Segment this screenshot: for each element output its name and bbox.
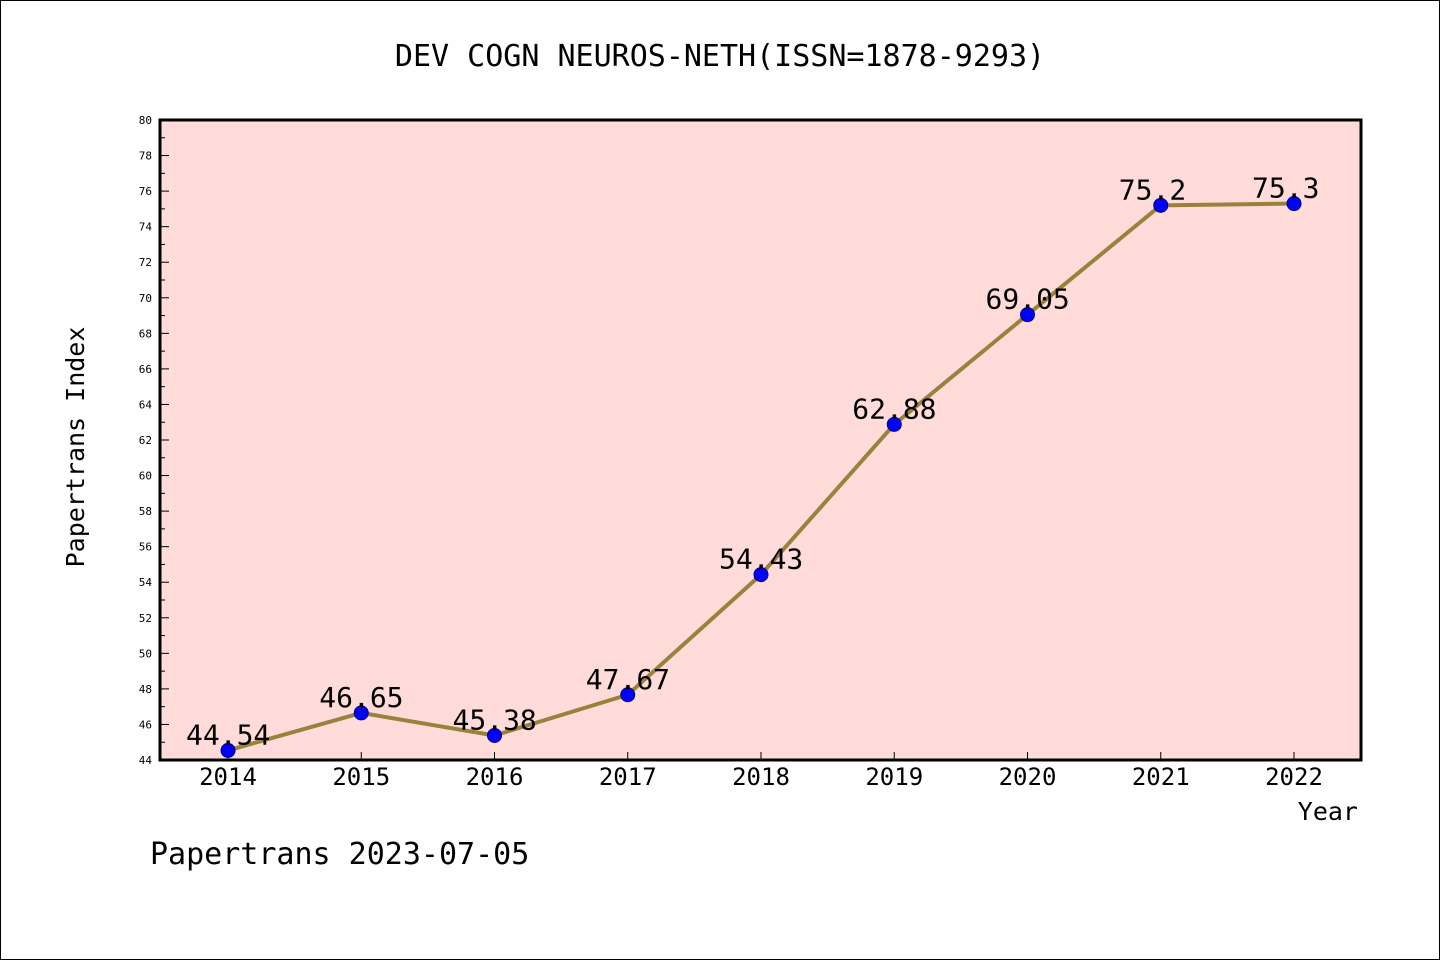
data-label-2014: 44.54 (186, 718, 270, 751)
data-point-2020 (1020, 307, 1035, 323)
data-point-2016 (487, 727, 502, 743)
data-labels: 44.54 46.65 45.38 47.67 54.43 62.88 69.05 75.2 7… (186, 172, 1319, 752)
x-tick-label: 2020 (999, 763, 1057, 791)
x-tick-label: 2016 (466, 763, 524, 791)
y-tick-label: 74 (139, 221, 153, 234)
y-tick-label: 52 (139, 612, 152, 625)
data-label-2021: 75.2 (1119, 173, 1186, 206)
series-markers (220, 196, 1302, 758)
y-tick-label: 44 (139, 754, 153, 767)
x-tick-label: 2014 (199, 763, 257, 791)
data-point-2019 (886, 416, 902, 432)
y-tick-label: 50 (139, 647, 152, 660)
data-label-2016: 45.38 (453, 703, 537, 736)
data-point-2017 (620, 687, 636, 703)
data-point-2015 (353, 705, 369, 721)
y-tick-label: 54 (139, 576, 153, 589)
y-tick-label: 60 (139, 470, 152, 483)
x-axis-ticks: 2014 2015 2016 2017 2018 2019 2020 2021 2022 (199, 752, 1323, 791)
y-tick-label: 76 (139, 185, 152, 198)
y-tick-label: 72 (139, 256, 152, 269)
data-point-2022 (1286, 196, 1302, 212)
data-point-2014 (220, 742, 236, 758)
data-label-2015: 46.65 (319, 681, 403, 714)
y-tick-label: 46 (139, 718, 152, 731)
x-axis-label: Year (1298, 797, 1358, 826)
x-tick-label: 2019 (865, 763, 923, 791)
data-label-2022: 75.3 (1252, 172, 1319, 205)
x-tick-label: 2022 (1265, 763, 1323, 791)
y-tick-label: 78 (139, 150, 152, 163)
y-tick-label: 56 (139, 541, 152, 554)
y-tick-label: 66 (139, 363, 152, 376)
y-tick-label: 62 (139, 434, 152, 447)
y-tick-label: 58 (139, 505, 152, 518)
y-tick-label: 70 (139, 292, 152, 305)
data-point-2018 (753, 567, 769, 583)
footer-text: Papertrans 2023-07-05 (150, 837, 529, 872)
data-label-2020: 69.05 (986, 283, 1070, 316)
y-tick-label: 68 (139, 327, 152, 340)
y-tick-label: 80 (139, 114, 152, 127)
data-label-2017: 47.67 (586, 663, 670, 696)
data-point-2021 (1153, 197, 1169, 213)
plot-frame (158, 118, 1363, 762)
x-tick-label: 2015 (332, 763, 390, 791)
x-tick-label: 2018 (732, 763, 790, 791)
data-label-2018: 54.43 (719, 543, 803, 576)
y-tick-label: 64 (139, 398, 153, 411)
y-tick-label: 48 (139, 683, 152, 696)
plot-area (160, 120, 1361, 760)
x-tick-label: 2021 (1132, 763, 1190, 791)
chart-title: DEV COGN NEUROS-NETH(ISSN=1878-9293) (395, 39, 1045, 74)
data-label-2019: 62.88 (852, 392, 936, 425)
y-axis-label: Papertrans Index (61, 327, 90, 568)
x-tick-label: 2017 (599, 763, 657, 791)
